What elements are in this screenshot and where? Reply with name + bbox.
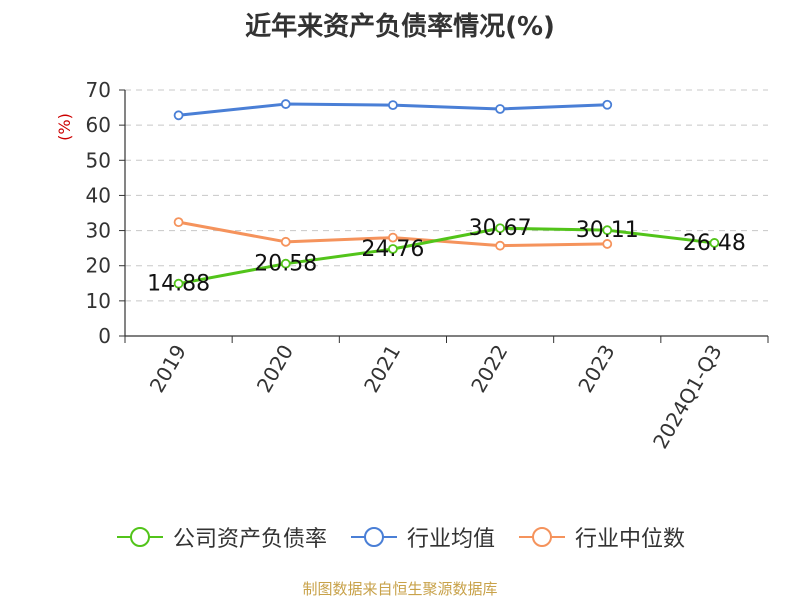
y-tick-label: 0	[98, 324, 111, 348]
y-tick-label: 20	[86, 254, 111, 278]
legend-item[interactable]: 行业中位数	[517, 521, 685, 553]
chart-title: 近年来资产负债率情况(%)	[245, 12, 555, 42]
y-axis-title: (%)	[55, 113, 74, 141]
y-tick-label: 70	[86, 78, 111, 102]
data-point	[602, 99, 613, 110]
data-point	[388, 232, 398, 243]
data-labels: 14.88 20.58 24.76 30.67 30.11 26.48	[147, 216, 746, 296]
x-tick-label: 2023	[573, 341, 619, 397]
legend: 公司资产负债率 行业均值 行业中位数	[0, 522, 800, 552]
data-label: 30.11	[576, 218, 639, 243]
series-lines	[173, 99, 720, 289]
x-tick-label: 2024Q1-Q3	[648, 341, 727, 453]
legend-swatch-icon	[519, 527, 565, 547]
y-tick-label: 40	[86, 183, 111, 207]
data-point	[388, 244, 398, 254]
y-tick-label: 60	[86, 113, 111, 137]
data-label: 30.67	[469, 216, 532, 241]
legend-label: 行业均值	[406, 527, 495, 552]
data-label: 24.76	[361, 237, 424, 262]
data-point	[280, 99, 291, 109]
legend-swatch-circle	[532, 527, 552, 547]
data-point	[280, 258, 291, 269]
legend-swatch-icon	[116, 527, 163, 547]
source-note: 制图数据来自恒生聚源数据库	[302, 580, 498, 598]
grid-lines	[125, 89, 768, 302]
legend-item[interactable]: 行业均值	[349, 521, 495, 553]
x-tick-label: 2022	[466, 341, 512, 397]
x-tick-label: 2021	[359, 341, 405, 397]
line-chart: 0 10 20 30 40 50 60 70 2019 2020 2021 2022 2023 2024Q…	[55, 78, 769, 453]
data-point	[602, 239, 613, 249]
data-point	[495, 240, 505, 251]
data-point	[388, 100, 398, 111]
x-tick-label: 2020	[252, 341, 298, 397]
data-label: 20.58	[254, 252, 317, 277]
x-tick-label: 2019	[145, 341, 191, 397]
data-point	[495, 104, 505, 114]
data-point	[495, 223, 505, 234]
data-point	[173, 217, 184, 228]
data-point	[173, 110, 184, 121]
legend-swatch-icon	[350, 527, 397, 547]
data-label: 14.88	[147, 272, 210, 297]
data-point	[173, 278, 184, 289]
data-label: 26.48	[683, 231, 746, 256]
data-point	[709, 238, 720, 248]
legend-label: 公司资产负债率	[172, 527, 327, 552]
legend-swatch-circle	[129, 527, 150, 547]
data-point	[280, 236, 291, 247]
data-point	[602, 225, 613, 236]
series-line	[178, 226, 715, 286]
y-tick-label: 30	[86, 219, 111, 243]
legend-swatch-circle	[363, 527, 384, 547]
y-tick-label: 10	[86, 289, 111, 313]
y-tick-label: 50	[86, 148, 111, 172]
legend-label: 行业中位数	[575, 527, 686, 552]
legend-item[interactable]: 公司资产负债率	[115, 521, 327, 553]
